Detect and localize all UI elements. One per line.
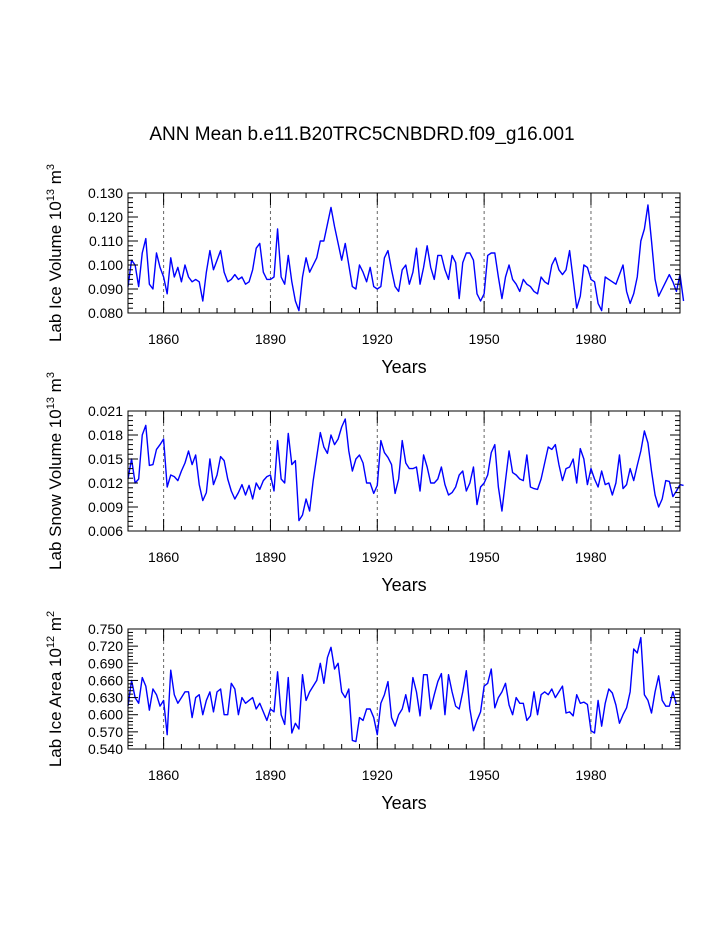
y-tick-label: 0.630 — [88, 690, 123, 706]
series-line-snow-volume — [127, 418, 684, 522]
y-axis-label-exp1: 12 — [45, 636, 57, 648]
y-axis-label-exp1: 13 — [45, 397, 57, 409]
y-tick-label: 0.660 — [88, 672, 123, 688]
plot-frame — [127, 410, 681, 532]
y-axis-label-exp1: 13 — [45, 189, 57, 201]
x-tick-label-1890: 1890 — [255, 331, 286, 347]
y-axis-label-exp2: 3 — [45, 164, 57, 170]
x-tick-label-1950: 1950 — [469, 331, 500, 347]
x-tick-label-1980: 1980 — [575, 331, 606, 347]
y-axis-label-unit: m — [46, 617, 65, 636]
x-tick-label-1980: 1980 — [575, 549, 606, 565]
x-tick-label-1860: 1860 — [148, 549, 179, 565]
plot-frame — [127, 192, 681, 314]
y-tick-label: 0.021 — [88, 403, 123, 419]
series-line-ice-volume — [127, 204, 685, 312]
x-tick-label-1950: 1950 — [469, 767, 500, 783]
y-axis-label: Lab Ice Area 1012 m2 — [45, 611, 65, 767]
y-tick-label: 0.570 — [88, 724, 123, 740]
y-axis-label-main: Lab Ice Volume 10 — [46, 201, 65, 342]
y-tick-label: 0.080 — [88, 305, 123, 321]
series-line-ice-area — [127, 636, 678, 743]
y-tick-label: 0.015 — [88, 451, 123, 467]
panel-snow-volume: 1860 1890 1920 1950 1980 Years 0.006 0.009 0.012… — [45, 372, 684, 595]
y-tick-label: 0.090 — [88, 281, 123, 297]
y-tick-label: 0.110 — [89, 233, 123, 249]
y-tick-label: 0.009 — [88, 499, 123, 515]
x-tick-label-1950: 1950 — [469, 549, 500, 565]
y-tick-label: 0.018 — [88, 427, 123, 443]
x-axis-label: Years — [381, 357, 426, 377]
y-tick-label: 0.690 — [88, 655, 123, 671]
panels: 1860 1890 1920 1950 1980 Years 0.080 0.090 0.100… — [45, 164, 685, 813]
x-tick-label-1860: 1860 — [148, 331, 179, 347]
y-axis-label: Lab Ice Volume 1013 m3 — [45, 164, 65, 342]
y-axis-label-main: Lab Ice Area 10 — [46, 648, 65, 767]
y-tick-label: 0.100 — [88, 257, 123, 273]
x-tick-label-1890: 1890 — [255, 767, 286, 783]
x-tick-label-1980: 1980 — [575, 767, 606, 783]
panel-ice-area: 1860 1890 1920 1950 1980 Years 0.5400.5700.600… — [45, 611, 681, 813]
y-tick-label: 0.720 — [88, 638, 123, 654]
chart-title: ANN Mean b.e11.B20TRC5CNBDRD.f09_g16.001 — [149, 124, 574, 145]
y-tick-label: 0.130 — [88, 185, 123, 201]
y-axis-label-unit: m — [46, 378, 65, 397]
y-axis-label: Lab Snow Volume 1013 m3 — [45, 372, 65, 570]
y-axis-label-main: Lab Snow Volume 10 — [46, 409, 65, 570]
y-tick-label: 0.600 — [88, 707, 123, 723]
y-tick-label: 0.540 — [88, 741, 123, 757]
y-axis-label-exp2: 3 — [45, 372, 57, 378]
panel-ice-volume: 1860 1890 1920 1950 1980 Years 0.080 0.090 0.100… — [45, 164, 685, 377]
y-axis-label-exp2: 2 — [45, 611, 57, 617]
y-axis-label-unit: m — [46, 170, 65, 189]
x-tick-label-1920: 1920 — [362, 549, 393, 565]
plot-frame — [127, 628, 681, 750]
x-axis-label: Years — [381, 793, 426, 813]
y-tick-label: 0.006 — [88, 523, 123, 539]
x-tick-label-1920: 1920 — [362, 331, 393, 347]
x-tick-label-1920: 1920 — [362, 767, 393, 783]
x-tick-label-1860: 1860 — [148, 767, 179, 783]
x-tick-label-1890: 1890 — [255, 549, 286, 565]
x-axis-label: Years — [381, 575, 426, 595]
y-tick-label: 0.012 — [88, 475, 123, 491]
y-tick-label: 0.120 — [88, 209, 123, 225]
y-tick-label: 0.750 — [88, 621, 123, 637]
